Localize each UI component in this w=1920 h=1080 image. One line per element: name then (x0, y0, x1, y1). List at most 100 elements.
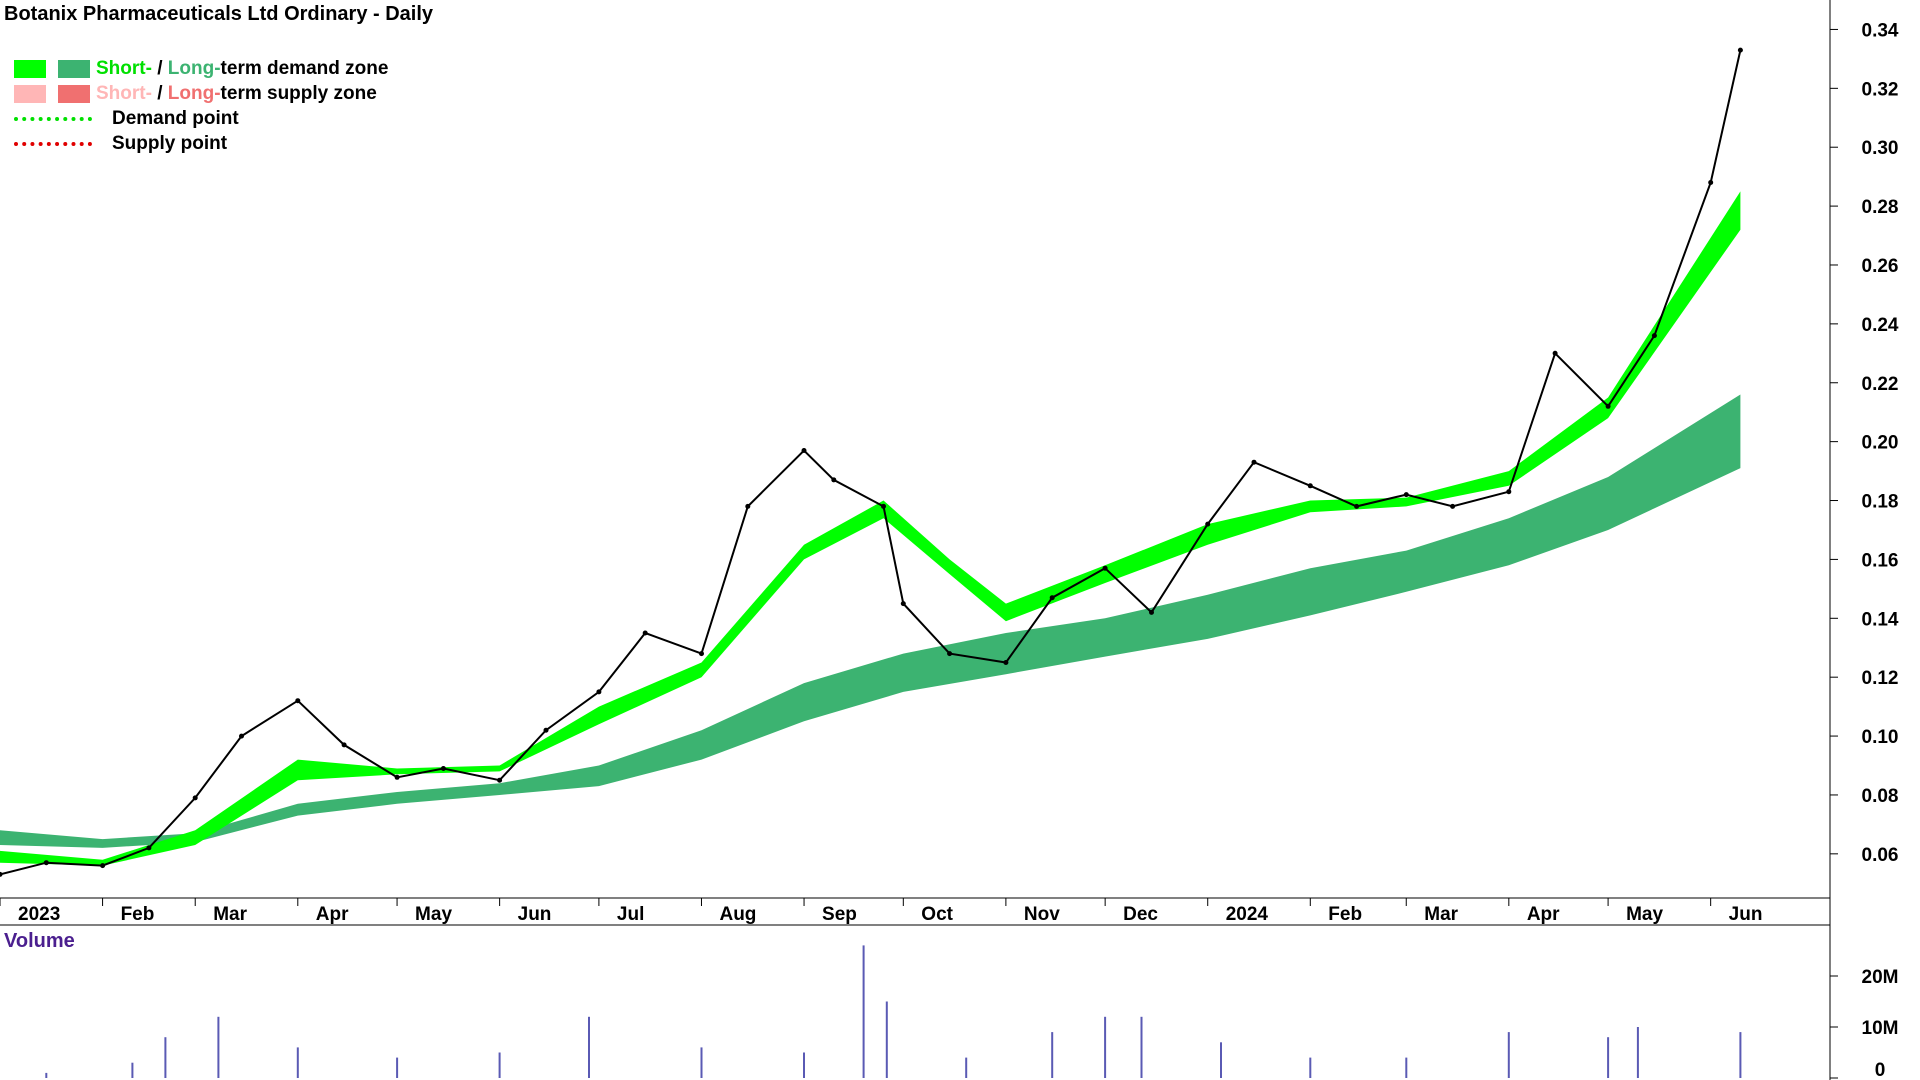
legend-demand-zone: Short- / Long- term demand zone (14, 56, 388, 81)
price-point (947, 651, 953, 657)
chart-title: Botanix Pharmaceuticals Ltd Ordinary - D… (4, 3, 434, 25)
x-tick-label: Oct (921, 904, 953, 925)
legend-short-label: Short- (96, 57, 152, 79)
price-point (295, 698, 301, 704)
volume-bar (803, 1052, 805, 1078)
x-tick-label: Jun (518, 904, 552, 925)
price-point (440, 766, 446, 771)
price-point (1651, 333, 1657, 339)
volume-bar (396, 1057, 399, 1078)
short-demand-swatch (14, 59, 46, 78)
volume-bar (1636, 1027, 1639, 1078)
y-axis-ticks: 0.06 0.08 0.10 0.12 0.14 0.16 0.18 0.20 0.22 0.24… (1830, 20, 1899, 866)
price-point (1251, 459, 1257, 465)
x-tick-label: Jun (1729, 904, 1763, 925)
y-tick-label: 0.14 (1862, 609, 1899, 630)
price-point (1506, 489, 1512, 495)
y-tick-label: 0.16 (1862, 550, 1899, 571)
long-demand-swatch (58, 59, 90, 78)
price-point (900, 601, 906, 607)
price-point (1049, 595, 1055, 601)
price-point (831, 477, 837, 483)
legend-supply-zone: Short- / Long- term supply zone (14, 81, 388, 106)
price-point (146, 845, 152, 851)
volume-bar (885, 1001, 888, 1078)
volume-bar (296, 1047, 299, 1078)
x-tick-label: Apr (316, 904, 349, 925)
legend-demand-point: Demand point (14, 106, 388, 131)
y-tick-label: 0.12 (1862, 668, 1899, 689)
x-tick-label: Mar (213, 904, 247, 925)
x-tick-label: Feb (121, 904, 155, 925)
x-axis-ticks: 2023 Feb Mar Apr May Jun Jul Aug Sep Oct Nov Dec 202… (0, 898, 1762, 925)
price-point (1605, 403, 1611, 409)
price-point (192, 795, 198, 801)
volume-label: Volume (4, 930, 75, 952)
price-point (1708, 180, 1714, 185)
volume-bar (1220, 1042, 1222, 1078)
y-tick-label: 0.18 (1862, 492, 1899, 513)
y-tick-label: 0.22 (1862, 374, 1899, 395)
volume-bar (131, 1062, 134, 1078)
volume-bar (1051, 1032, 1054, 1078)
price-point (1450, 503, 1456, 509)
price-point (1307, 483, 1313, 489)
volume-tick-label: 20M (1862, 967, 1899, 988)
legend: Short- / Long- term demand zone Short- /… (14, 56, 388, 156)
volume-bar (965, 1057, 968, 1078)
legend-long-label: Long- (167, 57, 221, 79)
volume-bar (217, 1016, 220, 1078)
long-term-zone-band (0, 394, 1741, 848)
y-tick-label: 0.08 (1862, 786, 1899, 807)
x-tick-label: Sep (822, 904, 857, 925)
price-point (1205, 521, 1211, 527)
short-supply-swatch (14, 84, 46, 103)
price-point (1149, 609, 1154, 615)
legend-demand-point-text: Demand point (112, 107, 239, 129)
price-point (1354, 503, 1360, 509)
volume-bar (862, 945, 865, 1078)
volume-bar (1140, 1016, 1143, 1078)
price-point (394, 774, 400, 780)
volume-bar (498, 1052, 501, 1078)
volume-tick-label: 0 (1875, 1060, 1886, 1080)
price-point (239, 733, 244, 739)
x-tick-label: 2024 (1226, 904, 1269, 925)
volume-axis-ticks: 20M 10M 0 (1830, 967, 1898, 1080)
price-point (100, 863, 106, 869)
supply-point-swatch (14, 141, 92, 146)
x-tick-label: Mar (1424, 904, 1458, 925)
legend-supply-text: term supply zone (220, 82, 377, 104)
price-point (699, 651, 704, 657)
volume-bar (1309, 1057, 1312, 1078)
legend-long-label: Long- (167, 82, 221, 104)
x-tick-label: May (415, 904, 452, 925)
legend-separator: / (151, 82, 168, 104)
long-term-zone (0, 394, 1741, 848)
price-point (497, 777, 503, 783)
volume-bars (45, 945, 1742, 1078)
volume-bar (1507, 1032, 1510, 1078)
x-tick-label: Nov (1024, 904, 1060, 925)
legend-short-label: Short- (96, 82, 152, 104)
volume-bar (700, 1047, 703, 1078)
x-tick-label: Apr (1527, 904, 1560, 925)
x-tick-label: Feb (1328, 904, 1362, 925)
y-tick-label: 0.26 (1862, 256, 1899, 277)
price-point (43, 860, 49, 866)
x-tick-label: Jul (617, 904, 644, 925)
price-point (642, 630, 648, 636)
price-point (881, 503, 886, 509)
volume-bar (1405, 1057, 1408, 1078)
price-point (801, 448, 807, 453)
volume-bar (45, 1072, 48, 1078)
volume-bar (588, 1016, 590, 1078)
x-tick-label: Dec (1123, 904, 1158, 925)
price-point (341, 742, 347, 748)
x-tick-label: May (1626, 904, 1663, 925)
y-tick-label: 0.10 (1862, 727, 1899, 748)
price-point (1102, 565, 1108, 571)
price-point (543, 727, 549, 733)
price-point (0, 871, 3, 877)
